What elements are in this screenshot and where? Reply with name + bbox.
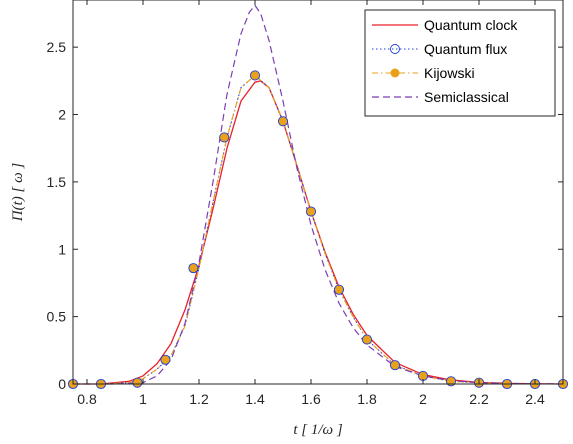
y-tick-label: 0 bbox=[58, 376, 66, 392]
y-axis-ticks: 0 0.5 1 1.5 2 2.5 bbox=[47, 39, 563, 392]
quantum-flux-marker bbox=[277, 116, 289, 127]
quantum-flux-marker bbox=[160, 354, 171, 365]
x-tick-label: 1.4 bbox=[245, 391, 265, 407]
quantum-flux-marker bbox=[445, 376, 457, 387]
plot-frame bbox=[72, 0, 564, 385]
legend-swatch-marker bbox=[390, 68, 400, 78]
legend-swatch-marker bbox=[390, 44, 400, 54]
legend-item-quantum-clock: Quantum clock bbox=[372, 17, 518, 33]
kijowski-marker bbox=[219, 132, 229, 143]
quantum-flux-marker bbox=[219, 132, 230, 143]
x-tick-label: 2.2 bbox=[469, 391, 489, 407]
x-tick-label: 1.6 bbox=[301, 391, 321, 407]
kijowski-marker bbox=[390, 360, 400, 370]
legend-label: Kijowski bbox=[424, 65, 475, 81]
kijowski-marker bbox=[418, 371, 428, 381]
legend-item-semiclassical: Semiclassical bbox=[372, 89, 509, 105]
legend-label: Quantum clock bbox=[424, 17, 518, 33]
x-tick-label: 1.2 bbox=[189, 391, 209, 407]
kijowski-marker bbox=[188, 263, 198, 273]
kijowski-marker bbox=[334, 285, 344, 295]
x-tick-label: 2 bbox=[419, 391, 427, 407]
kijowski-marker bbox=[278, 116, 288, 126]
kijowski-marker bbox=[306, 206, 316, 217]
quantum-flux-marker bbox=[333, 284, 345, 295]
kijowski-marker bbox=[132, 378, 142, 388]
quantum-flux-marker bbox=[361, 334, 373, 345]
legend-box bbox=[364, 9, 556, 117]
legend-item-kijowski: Kijowski bbox=[372, 65, 475, 81]
y-axis-label: Π(t) [ ω ] bbox=[10, 163, 26, 223]
legend: Quantum clock Quantum flux Kijowski Semicla… bbox=[364, 9, 556, 117]
y-tick-label: 1 bbox=[58, 241, 66, 257]
series-layer bbox=[73, 4, 564, 385]
x-tick-label: 1 bbox=[139, 391, 147, 407]
quantum-flux-marker bbox=[473, 377, 485, 388]
quantum-flux-marker bbox=[389, 360, 401, 371]
y-tick-label: 1.5 bbox=[47, 174, 67, 190]
y-tick-label: 2.5 bbox=[47, 39, 67, 55]
quantum-flux-marker bbox=[249, 70, 261, 81]
legend-label: Semiclassical bbox=[424, 89, 509, 105]
x-tick-label: 1.8 bbox=[357, 391, 377, 407]
kijowski-marker bbox=[362, 334, 372, 345]
legend-item-quantum-flux: Quantum flux bbox=[372, 41, 507, 57]
kijowski-marker bbox=[160, 355, 170, 365]
series-line-semiclassical bbox=[73, 4, 564, 385]
x-tick-label: 2.4 bbox=[525, 391, 545, 407]
y-tick-label: 2 bbox=[58, 107, 66, 123]
quantum-flux-marker bbox=[132, 377, 143, 388]
quantum-flux-marker bbox=[188, 263, 199, 274]
legend-label: Quantum flux bbox=[424, 41, 507, 57]
x-axis-ticks: 0.8 1 1.2 1.4 1.6 1.8 2 2.2 2.4 bbox=[77, 0, 545, 407]
kijowski-marker bbox=[250, 70, 260, 81]
quantum-flux-marker bbox=[305, 206, 317, 217]
x-axis-label: t [ 1/ω ] bbox=[293, 422, 343, 438]
x-tick-label: 0.8 bbox=[77, 391, 97, 407]
y-tick-label: 0.5 bbox=[47, 309, 67, 325]
